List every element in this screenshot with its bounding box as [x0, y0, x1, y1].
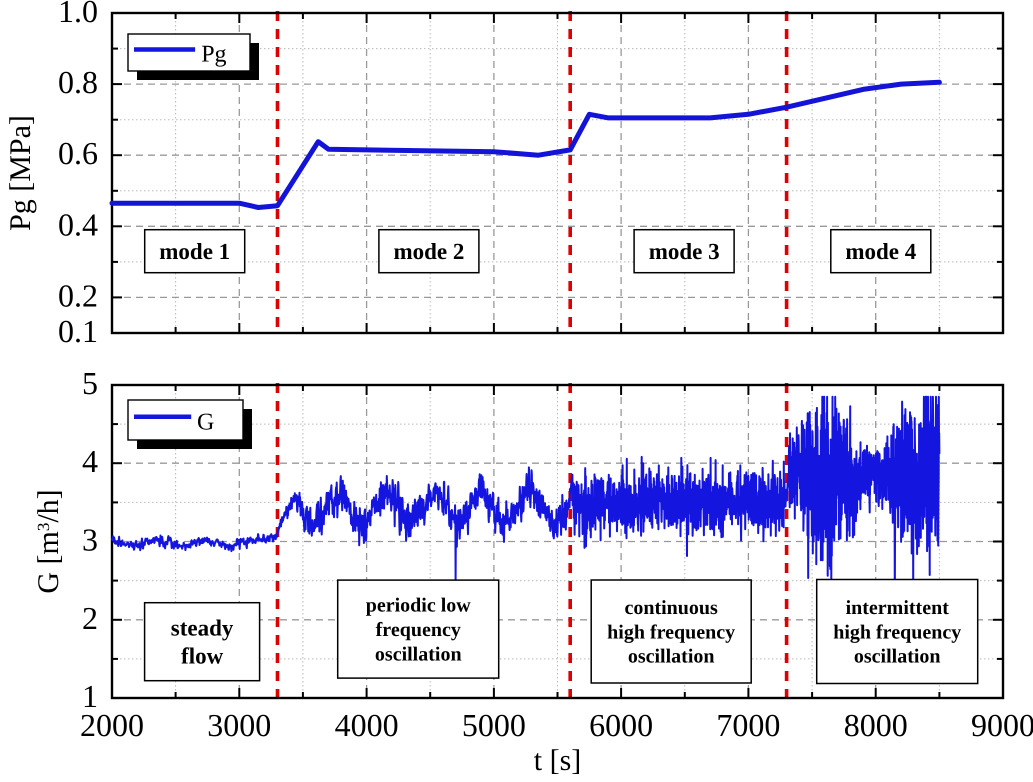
- svg-text:oscillation: oscillation: [628, 646, 715, 668]
- svg-text:mode 4: mode 4: [845, 239, 916, 264]
- svg-text:G: G: [197, 410, 214, 436]
- svg-text:2000: 2000: [80, 707, 144, 743]
- svg-text:0.8: 0.8: [58, 64, 98, 100]
- svg-text:4: 4: [82, 443, 98, 479]
- svg-text:0.4: 0.4: [58, 206, 98, 242]
- svg-text:continuous: continuous: [624, 597, 718, 619]
- svg-text:3000: 3000: [207, 707, 271, 743]
- svg-text:high frequency: high frequency: [833, 621, 961, 643]
- svg-text:1.0: 1.0: [58, 0, 98, 29]
- svg-text:intermittent: intermittent: [846, 597, 950, 619]
- svg-text:Pg: Pg: [201, 41, 226, 67]
- svg-text:frequency: frequency: [376, 619, 461, 641]
- svg-text:5: 5: [82, 365, 98, 401]
- svg-text:0.1: 0.1: [58, 313, 98, 349]
- svg-text:oscillation: oscillation: [375, 643, 462, 665]
- svg-text:G [m3/h]: G [m3/h]: [32, 489, 65, 593]
- svg-text:2: 2: [82, 600, 98, 636]
- svg-text:7000: 7000: [716, 707, 780, 743]
- svg-text:0.6: 0.6: [58, 135, 98, 171]
- svg-text:5000: 5000: [462, 707, 526, 743]
- svg-text:6000: 6000: [589, 707, 653, 743]
- svg-text:0.2: 0.2: [58, 277, 98, 313]
- svg-text:mode 3: mode 3: [649, 239, 720, 264]
- svg-text:high frequency: high frequency: [607, 621, 735, 643]
- svg-text:8000: 8000: [844, 707, 908, 743]
- svg-text:4000: 4000: [335, 707, 399, 743]
- svg-text:steady: steady: [171, 616, 234, 641]
- svg-text:3: 3: [82, 522, 98, 558]
- svg-text:flow: flow: [181, 644, 224, 669]
- svg-text:9000: 9000: [971, 707, 1033, 743]
- svg-text:periodic low: periodic low: [366, 595, 472, 617]
- svg-text:t [s]: t [s]: [534, 744, 582, 777]
- svg-text:mode 1: mode 1: [159, 239, 230, 264]
- svg-text:mode 2: mode 2: [393, 239, 464, 264]
- svg-text:oscillation: oscillation: [854, 646, 941, 668]
- svg-text:Pg [MPa]: Pg [MPa]: [4, 115, 37, 231]
